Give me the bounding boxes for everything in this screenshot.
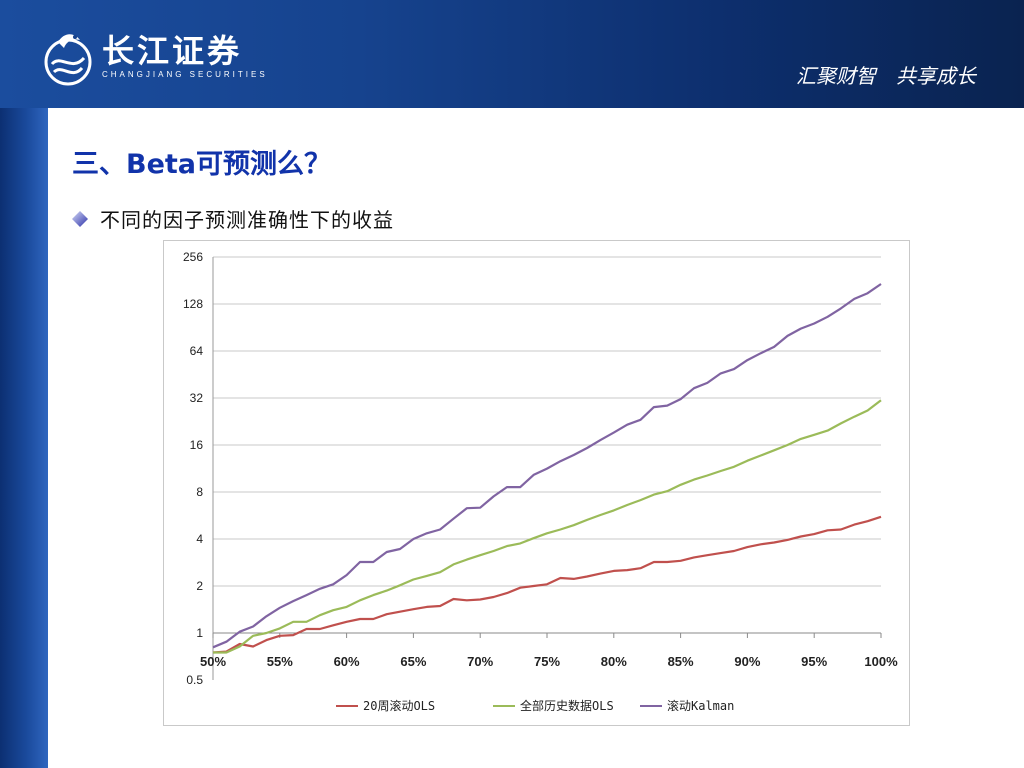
y-tick-label-5: 8 bbox=[196, 485, 203, 499]
series-line-ols20 bbox=[212, 515, 882, 654]
y-tick-label-0: 256 bbox=[183, 250, 203, 264]
bullet-item: 不同的因子预测准确性下的收益 bbox=[72, 204, 394, 233]
y-tick-label-2: 64 bbox=[190, 344, 204, 358]
x-tick-label-9: 95% bbox=[801, 654, 827, 669]
x-tick-label-10: 100% bbox=[864, 654, 898, 669]
company-logo: 长江证券 CHANGJIANG SECURITIES bbox=[42, 26, 268, 88]
legend-label-1: 全部历史数据OLS bbox=[520, 698, 614, 713]
logo-chinese-name: 长江证券 bbox=[102, 32, 243, 70]
y-tick-label-7: 2 bbox=[196, 579, 203, 593]
y-tick-label-9: 0.5 bbox=[186, 673, 203, 687]
bullet-text: 不同的因子预测准确性下的收益 bbox=[100, 208, 394, 232]
x-tick-label-5: 75% bbox=[534, 654, 560, 669]
y-tick-label-8: 1 bbox=[196, 626, 203, 640]
diamond-bullet-icon bbox=[72, 210, 88, 227]
y-tick-label-6: 4 bbox=[196, 532, 203, 546]
y-tick-label-1: 128 bbox=[183, 297, 203, 311]
slogan: 汇聚财智 共享成长 bbox=[796, 64, 976, 88]
slide-title: 三、Beta可预测么？ bbox=[72, 149, 332, 180]
series-line-kalman bbox=[212, 283, 882, 649]
company-emblem-icon bbox=[44, 34, 92, 86]
x-tick-label-7: 85% bbox=[668, 654, 694, 669]
x-tick-label-8: 90% bbox=[734, 654, 760, 669]
x-tick-label-4: 70% bbox=[467, 654, 493, 669]
chart-canvas: 256 128 64 32 16 8 4 2 1 0.5 50% 55% 60% 65% 70% 75% 80%… bbox=[183, 250, 898, 713]
logo-english-name: CHANGJIANG SECURITIES bbox=[102, 70, 268, 79]
x-tick-label-1: 55% bbox=[267, 654, 293, 669]
y-tick-label-4: 16 bbox=[190, 438, 204, 452]
header-banner: 长江证券 CHANGJIANG SECURITIES 汇聚财智 共享成长 bbox=[0, 0, 1024, 108]
y-tick-label-3: 32 bbox=[190, 391, 204, 405]
x-tick-label-0: 50% bbox=[200, 654, 226, 669]
x-tick-label-3: 65% bbox=[400, 654, 426, 669]
left-accent-bar bbox=[0, 0, 48, 768]
returns-chart: 256 128 64 32 16 8 4 2 1 0.5 50% 55% 60% 65% 70% 75% 80%… bbox=[163, 240, 910, 726]
legend-label-0: 20周滚动OLS bbox=[363, 698, 435, 713]
legend-label-2: 滚动Kalman bbox=[667, 698, 734, 713]
x-tick-label-6: 80% bbox=[601, 654, 627, 669]
x-tick-label-2: 60% bbox=[334, 654, 360, 669]
logo-text-block: 长江证券 CHANGJIANG SECURITIES bbox=[102, 33, 268, 81]
series-line-ols-all bbox=[213, 399, 882, 654]
